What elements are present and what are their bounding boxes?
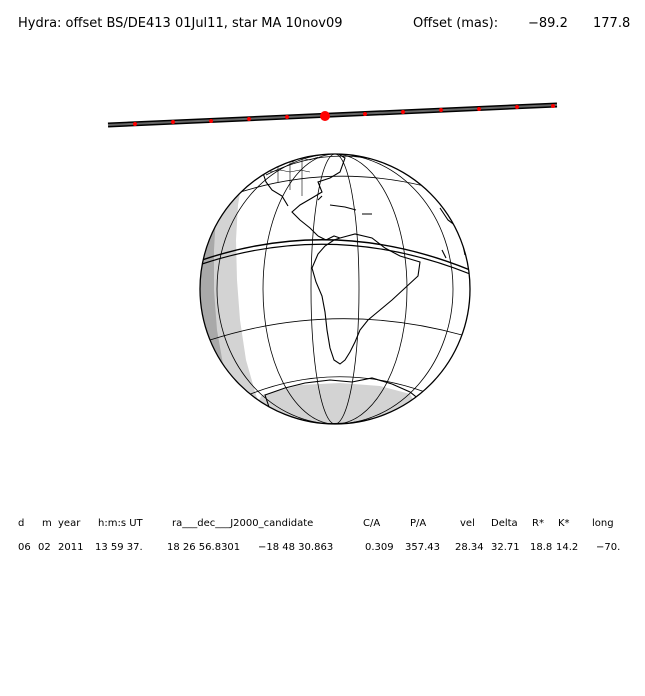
track-mark <box>285 115 289 119</box>
col-header: K* <box>558 518 570 529</box>
coast-panama <box>317 235 341 241</box>
track-mark <box>209 119 213 123</box>
col-header: C/A <box>363 518 381 529</box>
col-header: h:m:s UT <box>98 518 143 529</box>
col-header: m <box>42 518 52 529</box>
cell-ra: 18 26 56.8301 <box>167 542 241 553</box>
offset-x-value: −89.2 <box>528 16 568 31</box>
track-mark <box>401 110 405 114</box>
cell-kstar: 14.2 <box>556 542 579 553</box>
coast-island <box>441 249 447 259</box>
coast-gulf <box>261 169 289 207</box>
coast-europe <box>429 171 445 193</box>
cell-time: 13 59 37. <box>95 542 143 553</box>
track-mark <box>133 122 137 126</box>
meridian <box>310 154 360 424</box>
meridian <box>216 154 454 424</box>
col-header: P/A <box>410 518 427 529</box>
cell-pa: 357.43 <box>405 542 440 553</box>
cell-vel: 28.34 <box>455 542 484 553</box>
col-header: R* <box>532 518 544 529</box>
offset-y-value: 177.8 <box>593 16 631 31</box>
cell-rstar: 18.8 <box>530 542 553 553</box>
cell-year: 2011 <box>58 542 84 553</box>
track-mark <box>247 117 251 121</box>
col-header: ra___dec___J2000_candidate <box>172 518 314 529</box>
track-mark <box>171 120 175 124</box>
coast-cuba <box>329 204 357 211</box>
track-mark <box>477 107 481 111</box>
cell-day: 06 <box>18 542 31 553</box>
col-header: year <box>58 518 81 529</box>
closest-approach-point <box>320 111 330 121</box>
globe-outline <box>199 153 471 425</box>
cell-delta: 32.71 <box>491 542 520 553</box>
cell-long: −70. <box>596 542 621 553</box>
coast-south-america <box>311 233 421 365</box>
plot-title: Hydra: offset BS/DE413 01Jul11, star MA … <box>0 16 645 91</box>
shadow-path-north <box>201 239 470 271</box>
title-main: Hydra: offset BS/DE413 01Jul11, star MA … <box>18 16 343 31</box>
col-header: vel <box>460 518 475 529</box>
track-mark <box>363 112 367 116</box>
col-header: Delta <box>491 518 518 529</box>
col-header: d <box>18 518 25 529</box>
parallel <box>209 318 463 341</box>
meridian <box>262 154 408 424</box>
track-mark <box>515 105 519 109</box>
track-time-marks <box>133 104 555 126</box>
col-header: long <box>592 518 614 529</box>
track-mark <box>439 108 443 112</box>
globe-disk <box>200 154 470 424</box>
cell-ca: 0.309 <box>365 542 394 553</box>
occultation-map <box>107 102 558 425</box>
track-line-inner <box>107 104 558 126</box>
track-mark <box>551 104 555 108</box>
table-header-row: d m year h:m:s UT ra___dec___J2000_candi… <box>0 518 645 661</box>
offset-label: Offset (mas): <box>413 16 499 31</box>
coast-north-america <box>261 154 346 237</box>
parallel <box>247 376 426 396</box>
cell-dec: −18 48 30.863 <box>258 542 334 553</box>
coast-island <box>317 195 323 201</box>
cell-month: 02 <box>38 542 51 553</box>
shadow-path-south <box>201 243 470 275</box>
table-value-row: 06 02 2011 13 59 37. 18 26 56.8301 −18 4… <box>0 542 645 696</box>
